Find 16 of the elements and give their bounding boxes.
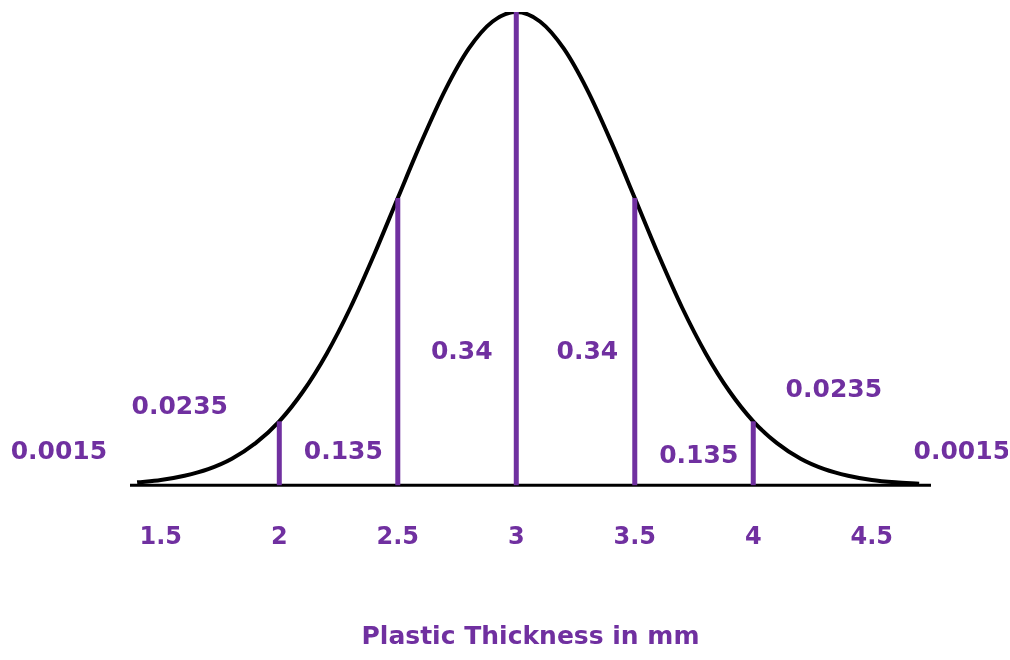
text: 0.0015 (10, 435, 108, 465)
annotation: 0.0235 (131, 390, 229, 420)
annotation: 0.0015 (913, 435, 1010, 465)
x-tick-label: 1.5 (139, 521, 183, 550)
annotation: 0.0235 (785, 374, 883, 404)
x-axis-title: Plastic Thickness in mm (361, 620, 700, 650)
x-tick-label: 3 (507, 521, 525, 550)
annotation: 0.34 (430, 336, 493, 366)
x-tick-label: 3.5 (613, 521, 657, 550)
x-tick-label: 4.5 (850, 521, 894, 550)
annotation: 0.135 (659, 440, 739, 470)
x-tick-label: 4 (744, 521, 762, 550)
x-tick-label: 2 (270, 521, 288, 550)
annotation: 0.34 (556, 336, 619, 366)
annotation: 0.135 (303, 435, 383, 465)
x-tick-label: 2.5 (376, 521, 420, 550)
